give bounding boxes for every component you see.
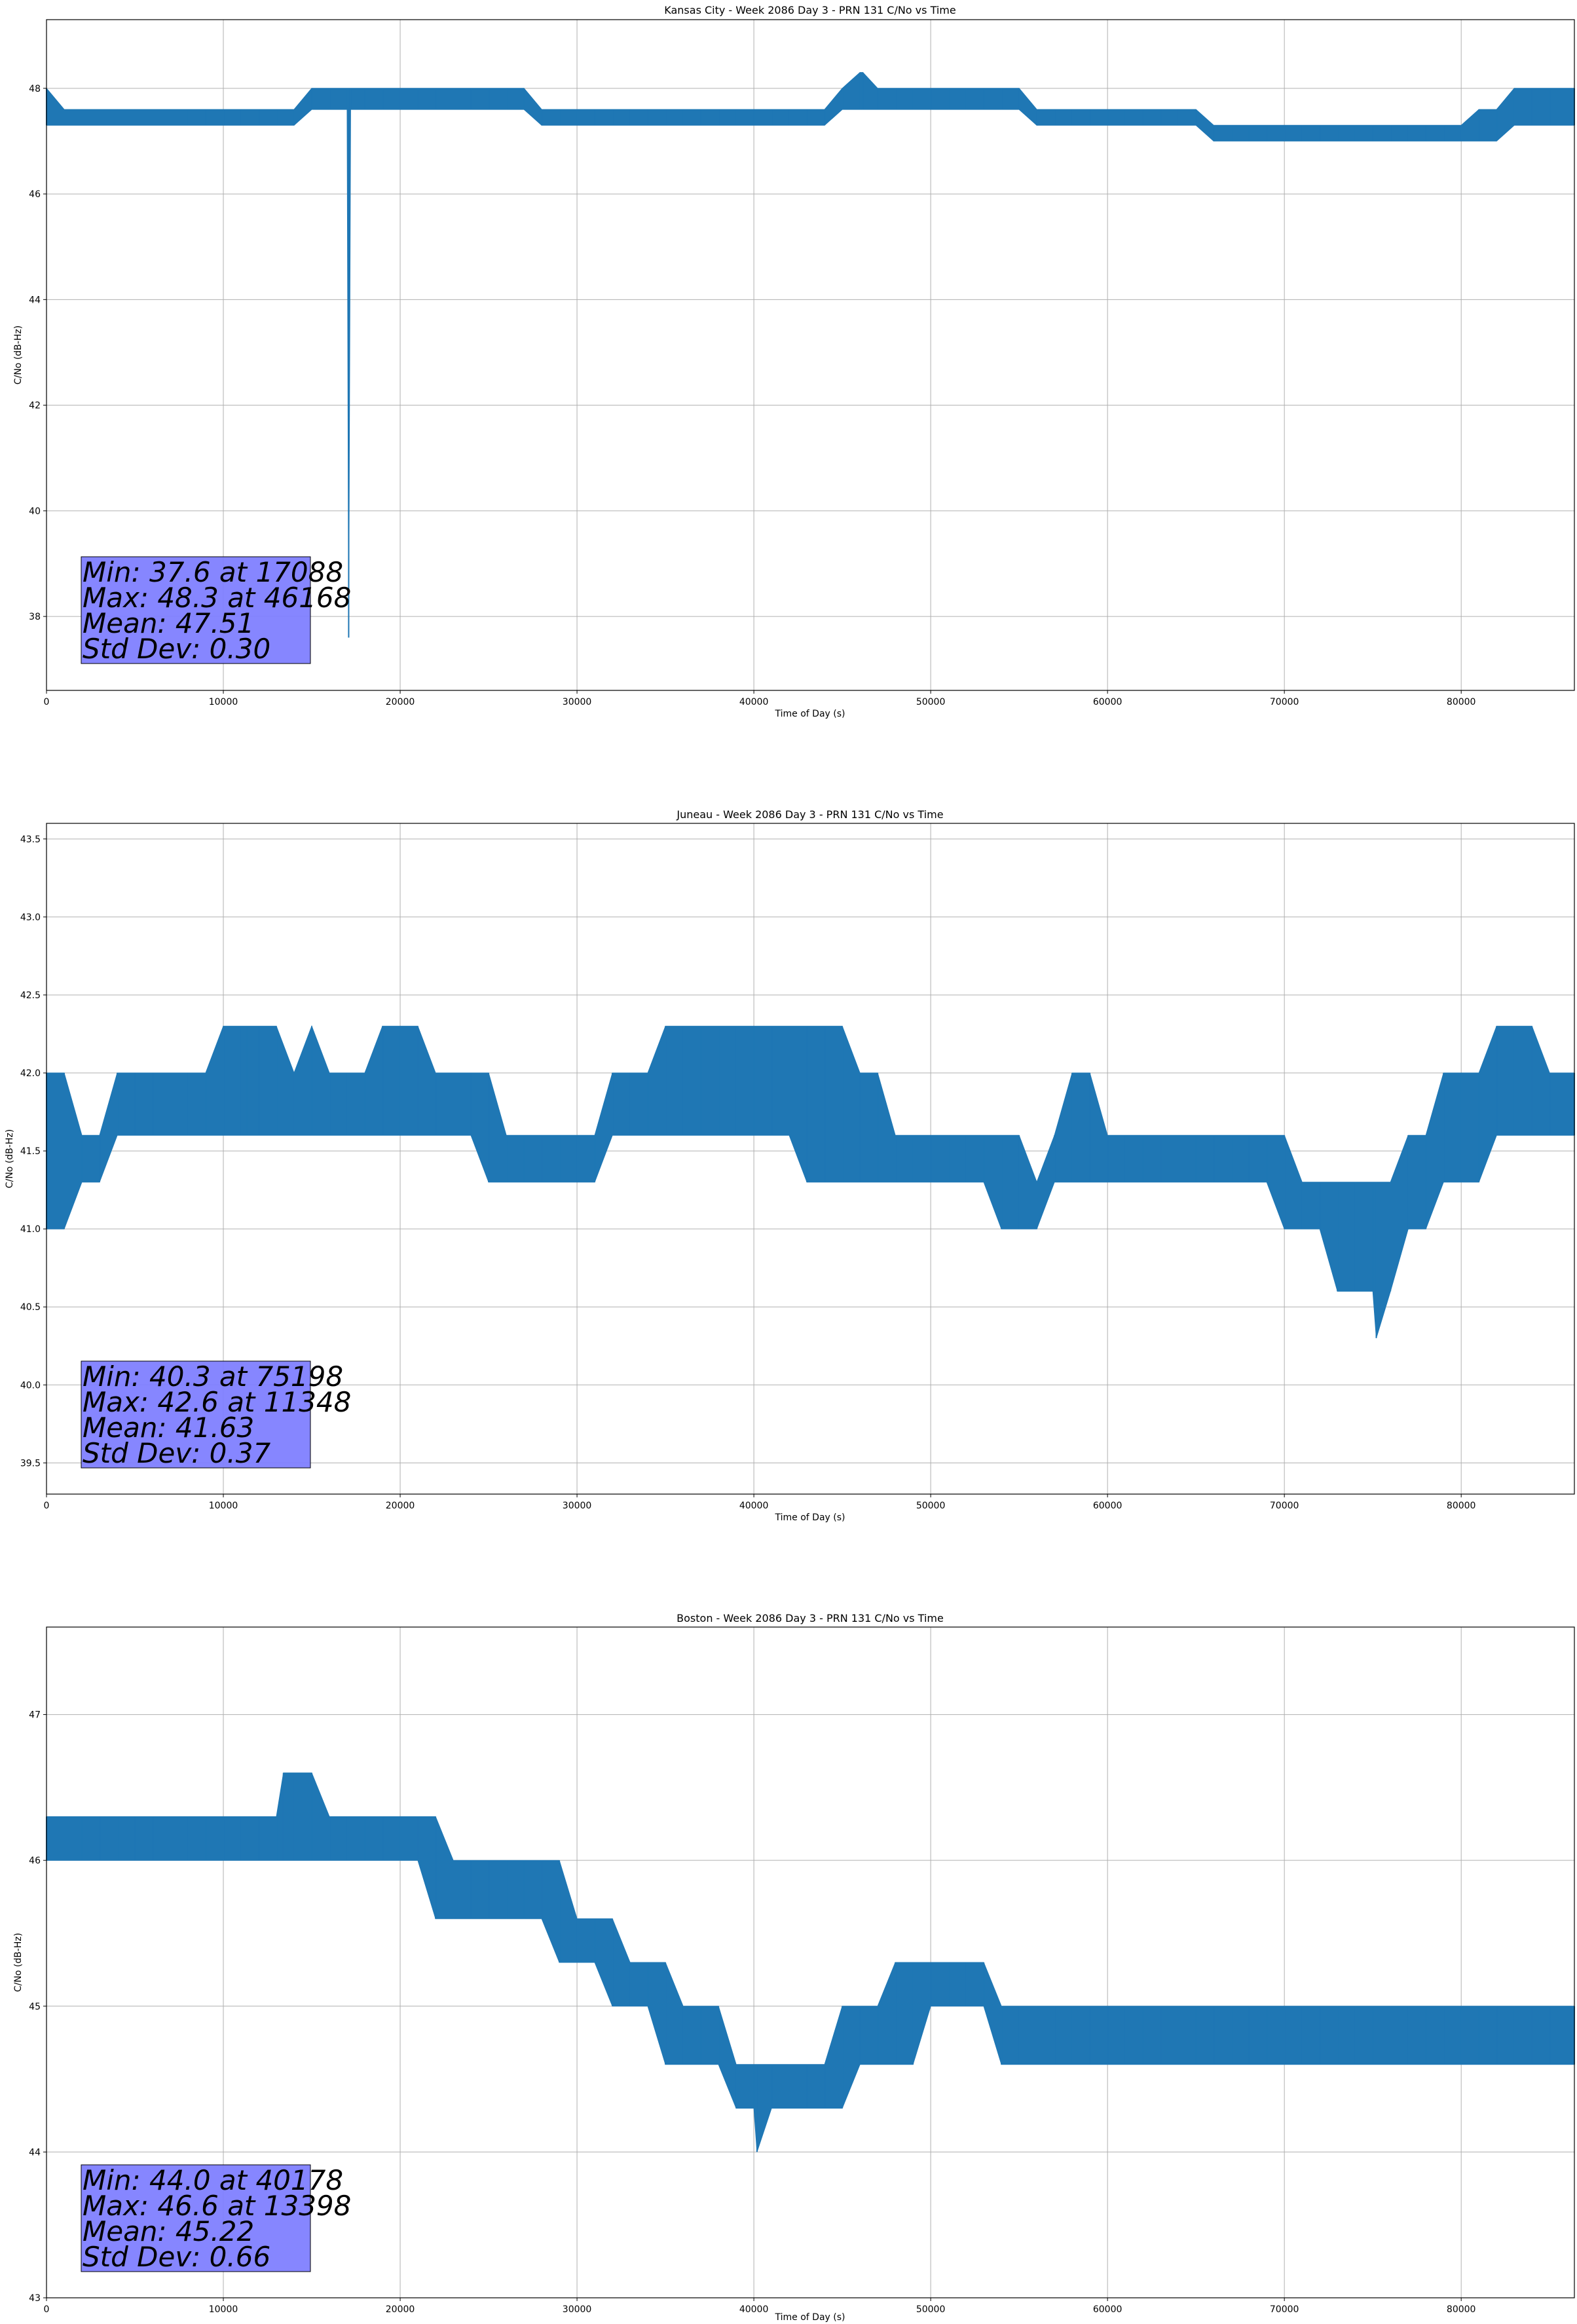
x-tick-label: 20000: [386, 1501, 415, 1511]
y-tick-label: 40.5: [20, 1302, 41, 1313]
juneau-chart: Juneau - Week 2086 Day 3 - PRN 131 C/No …: [5, 808, 1575, 1523]
x-axis-label: Time of Day (s): [775, 1512, 845, 1523]
x-tick-label: 80000: [1447, 1501, 1476, 1511]
stats-box: Min: 37.6 at 17088 Max: 48.3 at 46168 Me…: [81, 556, 351, 665]
x-tick-label: 0: [44, 1501, 50, 1511]
x-tick-label: 60000: [1093, 1501, 1122, 1511]
x-axis-label: Time of Day (s): [775, 2312, 845, 2323]
x-tick-label: 10000: [209, 1501, 238, 1511]
stats-box-background: [81, 1360, 311, 1469]
y-tick-label: 40.0: [20, 1380, 41, 1391]
x-tick-label: 70000: [1270, 2304, 1299, 2315]
y-tick-label: 44: [29, 2147, 41, 2158]
stats-std-dev: Std Dev: 0.66: [83, 2241, 270, 2273]
x-tick-label: 50000: [916, 2304, 946, 2315]
chart-title: Juneau - Week 2086 Day 3 - PRN 131 C/No …: [676, 808, 943, 821]
y-tick-label: 44: [29, 295, 41, 305]
stats-mean: Mean: 47.51: [83, 607, 254, 639]
data-series: [46, 1025, 1575, 1339]
x-tick-label: 10000: [209, 2304, 238, 2315]
stats-min: Min: 40.3 at 75198: [83, 1360, 343, 1393]
stats-box: Min: 40.3 at 75198 Max: 42.6 at 11348 Me…: [81, 1360, 351, 1469]
stats-mean: Mean: 41.63: [83, 1412, 254, 1444]
stats-std-dev: Std Dev: 0.37: [83, 1437, 270, 1469]
x-tick-label: 40000: [739, 697, 769, 707]
x-tick-label: 50000: [916, 1501, 946, 1511]
y-axis-label: C/No (dB-Hz): [5, 1129, 15, 1188]
y-tick-label: 43: [29, 2293, 41, 2304]
y-axis-label: C/No (dB-Hz): [13, 326, 24, 384]
y-tick-label: 42.5: [20, 990, 41, 1001]
data-series: [46, 1772, 1575, 2152]
x-tick-label: 30000: [563, 697, 592, 707]
x-tick-label: 40000: [739, 2304, 769, 2315]
stats-box: Min: 44.0 at 40178 Max: 46.6 at 13398 Me…: [81, 2164, 351, 2273]
y-tick-label: 43.5: [20, 834, 41, 845]
x-tick-label: 20000: [386, 2304, 415, 2315]
stats-std-dev: Std Dev: 0.30: [83, 633, 270, 665]
y-axis-ticks: 43 44 45 46 47: [29, 1710, 46, 2304]
axes-frame: [46, 19, 1575, 691]
y-tick-label: 47: [29, 1710, 41, 1721]
stats-box-background: [81, 556, 311, 664]
x-axis-ticks: 0 10000 20000 30000 40000 50000 60000 70000 8000…: [44, 1494, 1476, 1511]
x-tick-label: 0: [44, 697, 50, 707]
x-tick-label: 70000: [1270, 1501, 1299, 1511]
axes-frame: [46, 823, 1575, 1495]
stats-max: Max: 46.6 at 13398: [83, 2190, 351, 2222]
y-tick-label: 48: [29, 84, 41, 94]
y-tick-label: 40: [29, 506, 41, 517]
kansas-city-chart: Kansas City - Week 2086 Day 3 - PRN 131 …: [13, 4, 1575, 719]
y-tick-label: 46: [29, 189, 41, 200]
x-tick-label: 40000: [739, 1501, 769, 1511]
x-tick-label: 20000: [386, 697, 415, 707]
x-tick-label: 30000: [563, 2304, 592, 2315]
stats-max: Max: 48.3 at 46168: [83, 582, 351, 614]
stats-min: Min: 44.0 at 40178: [83, 2164, 343, 2196]
y-tick-label: 42: [29, 401, 41, 411]
stats-box-background: [81, 2164, 311, 2272]
y-tick-label: 45: [29, 2002, 41, 2012]
y-tick-label: 42.0: [20, 1068, 41, 1079]
y-axis-ticks: 38 40 42 44 46 48: [29, 84, 46, 622]
boston-chart: Boston - Week 2086 Day 3 - PRN 131 C/No …: [13, 1612, 1575, 2323]
x-axis-ticks: 0 10000 20000 30000 40000 50000 60000 70000 8000…: [44, 690, 1476, 707]
x-tick-label: 0: [44, 2304, 50, 2315]
stats-max: Max: 42.6 at 11348: [83, 1386, 351, 1418]
axes-frame: [46, 1626, 1575, 2298]
x-tick-label: 80000: [1447, 2304, 1476, 2315]
stats-min: Min: 37.6 at 17088: [83, 556, 343, 588]
stats-mean: Mean: 45.22: [83, 2215, 254, 2247]
y-tick-label: 39.5: [20, 1458, 41, 1469]
y-tick-label: 41.0: [20, 1224, 41, 1235]
x-axis-ticks: 0 10000 20000 30000 40000 50000 60000 70000 8000…: [44, 2298, 1476, 2315]
x-tick-label: 60000: [1093, 2304, 1122, 2315]
y-tick-label: 41.5: [20, 1146, 41, 1157]
y-axis-ticks: 39.5 40.0 40.5 41.0 41.5 42.0 42.5 43.0 43.5: [20, 834, 46, 1469]
y-tick-label: 46: [29, 1856, 41, 1866]
y-tick-label: 43.0: [20, 912, 41, 923]
x-tick-label: 80000: [1447, 697, 1476, 707]
y-axis-label: C/No (dB-Hz): [13, 1933, 24, 1992]
x-tick-label: 10000: [209, 697, 238, 707]
x-tick-label: 70000: [1270, 697, 1299, 707]
x-axis-label: Time of Day (s): [775, 709, 845, 719]
chart-title: Kansas City - Week 2086 Day 3 - PRN 131 …: [664, 4, 955, 16]
x-tick-label: 30000: [563, 1501, 592, 1511]
x-tick-label: 60000: [1093, 697, 1122, 707]
y-tick-label: 38: [29, 612, 41, 622]
x-tick-label: 50000: [916, 697, 946, 707]
chart-title: Boston - Week 2086 Day 3 - PRN 131 C/No …: [677, 1612, 944, 1624]
